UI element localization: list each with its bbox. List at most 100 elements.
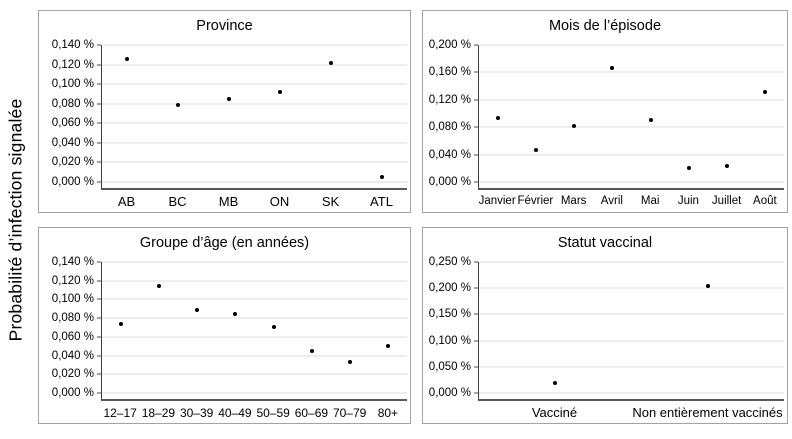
plot-column: 12–17 18–29 30–39 40–49 50–59 60–69 70–79 80+ (101, 256, 407, 423)
x-axis-labels: Janvier Février Mars Avril Mai Juin Juillet Aoû… (478, 190, 784, 212)
y-tick-mark (474, 154, 478, 156)
gridline (102, 373, 407, 375)
gridline (479, 99, 784, 101)
data-point (347, 360, 352, 365)
y-tick-label: 0,000 % (51, 387, 94, 399)
x-category-label: Avril (600, 195, 623, 207)
y-tick-mark (97, 44, 101, 46)
gridline (102, 122, 407, 124)
y-tick-label: 0,040 % (51, 349, 94, 362)
data-point (157, 284, 162, 289)
plot-area (478, 44, 784, 190)
x-category-label: Mai (640, 195, 660, 207)
plot-column: Janvier Février Mars Avril Mai Juin Juillet Aoû… (478, 39, 784, 212)
gridline (479, 340, 784, 342)
x-category-label: 60–69 (294, 406, 329, 420)
y-axis-tick-labels: 0,000 % 0,050 % 0,100 % 0,150 % 0,200 % 0,250… (423, 256, 478, 401)
plot-column: Vacciné Non entièrement vaccinés (478, 256, 784, 423)
y-tick-mark (474, 313, 478, 315)
y-tick-mark (97, 298, 101, 300)
data-point (277, 89, 282, 94)
panel-body: 0,000 % 0,050 % 0,100 % 0,150 % 0,200 % 0,250… (423, 256, 787, 423)
gridline (479, 154, 784, 156)
x-category-label: MB (218, 194, 239, 209)
gridline (479, 126, 784, 128)
plot-column: AB BC MB ON SK ATL (101, 39, 407, 212)
data-point (309, 348, 314, 353)
data-point (534, 148, 539, 153)
data-point (762, 90, 767, 95)
y-tick-label: 0,000 % (51, 176, 94, 188)
y-tick-label: 0,100 % (51, 78, 94, 91)
x-category-label: Janvier (478, 195, 516, 207)
x-category-label: Mars (560, 195, 587, 207)
y-tick-label: 0,000 % (428, 176, 471, 188)
x-category-label: ATL (370, 194, 393, 209)
plot-area (101, 44, 407, 190)
y-tick-mark (97, 161, 101, 163)
panel-title: Mois de l’épisode (548, 18, 662, 34)
y-axis-tick-labels: 0,000 % 0,020 % 0,040 % 0,060 % 0,080 % 0,100… (39, 39, 101, 190)
panel-title: Statut vaccinal (557, 235, 653, 251)
y-tick-label: 0,020 % (51, 368, 94, 381)
figure-y-axis-title: Probabilité d’infection signalée (5, 98, 26, 341)
x-category-label: 70–79 (332, 406, 367, 420)
y-tick-label: 0,250 % (428, 256, 471, 268)
panel-title: Province (196, 18, 253, 34)
y-tick-label: 0,100 % (428, 334, 471, 347)
x-category-label: Juin (677, 195, 699, 207)
gridline (479, 71, 784, 73)
gridline (102, 142, 407, 144)
gridline (102, 280, 407, 282)
data-point (496, 115, 501, 120)
gridline (102, 355, 407, 357)
x-category-label: 40–49 (218, 406, 252, 420)
y-tick-label: 0,080 % (428, 121, 471, 134)
plot-area (101, 261, 407, 401)
data-point (233, 312, 238, 317)
panel-statut-vaccinal: Statut vaccinal 0,000 % 0,050 % 0,100 % 0,1… (422, 227, 788, 424)
x-axis-labels: Vacciné Non entièrement vaccinés (478, 401, 784, 423)
gridline (479, 287, 784, 289)
gridline (102, 103, 407, 105)
panel-body: 0,000 % 0,020 % 0,040 % 0,060 % 0,080 % 0,100… (39, 256, 410, 423)
x-axis-labels: 12–17 18–29 30–39 40–49 50–59 60–69 70–79 80+ (101, 401, 407, 423)
y-tick-label: 0,120 % (51, 58, 94, 71)
y-tick-label: 0,060 % (51, 117, 94, 130)
x-category-label: 12–17 (103, 406, 137, 420)
y-axis-tick-labels: 0,000 % 0,020 % 0,040 % 0,060 % 0,080 % 0,100… (39, 256, 101, 401)
panel-body: 0,000 % 0,040 % 0,080 % 0,120 % 0,160 % 0,200… (423, 39, 787, 212)
y-tick-mark (97, 103, 101, 105)
plot-area (478, 261, 784, 401)
x-category-label: AB (117, 194, 136, 209)
y-tick-label: 0,000 % (428, 387, 471, 399)
y-tick-mark (97, 373, 101, 375)
x-axis-labels: AB BC MB ON SK ATL (101, 190, 407, 212)
panel-mois-episode: Mois de l’épisode 0,000 % 0,040 % 0,080 % 0… (422, 10, 788, 213)
x-category-label: 30–39 (179, 406, 214, 420)
data-point (686, 165, 691, 170)
y-tick-label: 0,120 % (51, 274, 94, 287)
y-tick-mark (474, 44, 478, 46)
y-tick-mark (97, 336, 101, 338)
gridline (102, 261, 407, 263)
y-tick-label: 0,040 % (428, 148, 471, 161)
x-category-label: Février (517, 195, 554, 207)
y-tick-mark (474, 99, 478, 101)
gridline (479, 181, 784, 183)
x-category-label: ON (269, 194, 290, 209)
x-category-label: Août (753, 195, 777, 207)
y-tick-mark (97, 317, 101, 319)
y-tick-mark (97, 261, 101, 263)
y-tick-label: 0,140 % (51, 256, 94, 268)
data-point (385, 344, 390, 349)
y-tick-label: 0,200 % (428, 282, 471, 295)
y-tick-mark (474, 340, 478, 342)
gridline (102, 64, 407, 66)
data-point (572, 123, 577, 128)
x-category-label: 18–29 (141, 406, 176, 420)
x-category-label: Non entièrement vaccinés (632, 405, 783, 420)
data-point (553, 380, 558, 385)
gridline (102, 83, 407, 85)
